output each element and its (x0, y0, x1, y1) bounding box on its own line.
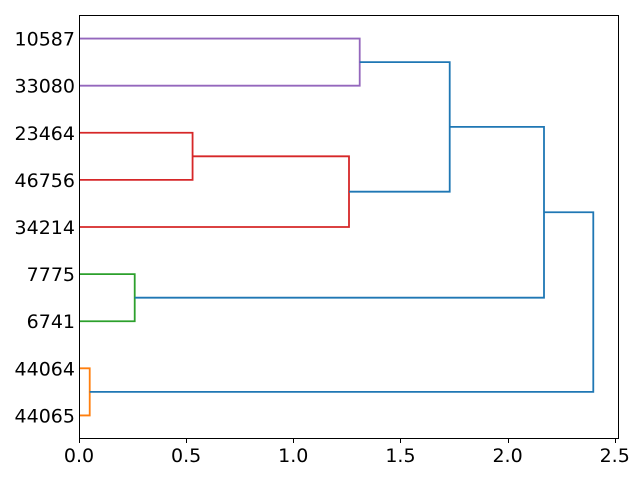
leaf-label-10587: 10587 (15, 29, 75, 51)
leaf-label-46756: 46756 (15, 170, 75, 192)
x-axis-tick-label: 2.5 (600, 445, 630, 467)
dendrogram-link-blue-purple-plus-red (349, 61, 451, 193)
dendrogram-link-red-cluster-plus-34214 (79, 155, 350, 228)
y-axis-leaf-labels: 10587 33080 23464 46756 34214 7775 6741 44064 44… (15, 29, 75, 428)
leaf-label-34214: 34214 (15, 217, 75, 239)
leaf-label-6741: 6741 (27, 311, 75, 333)
x-axis: 0.0 0.5 1.0 1.5 2.0 2.5 (64, 439, 630, 467)
axes-spines (79, 15, 619, 439)
dendrogram-link-blue-top-plus-green (134, 125, 545, 299)
axes-frame (79, 15, 619, 439)
x-axis-tick-label: 1.0 (278, 445, 308, 467)
x-axis-tick-label: 0.0 (64, 445, 94, 467)
x-axis-tick-label: 2.0 (492, 445, 522, 467)
dendrogram-link-orange-44064-44065 (79, 367, 91, 417)
x-axis-tick-label: 1.5 (385, 445, 415, 467)
dendrogram-link-blue-root (89, 211, 595, 393)
leaf-label-23464: 23464 (15, 123, 75, 145)
leaf-label-44065: 44065 (15, 405, 75, 427)
dendrogram-link-green-7775-6741 (79, 273, 136, 323)
x-axis-tick-label: 0.5 (171, 445, 201, 467)
leaf-label-33080: 33080 (15, 76, 75, 98)
dendrogram-links (79, 37, 595, 417)
dendrogram-link-red-23464-46756 (79, 131, 194, 181)
dendrogram-link-purple-10587-33080 (79, 37, 361, 87)
leaf-label-44064: 44064 (15, 358, 75, 380)
leaf-label-7775: 7775 (27, 264, 75, 286)
